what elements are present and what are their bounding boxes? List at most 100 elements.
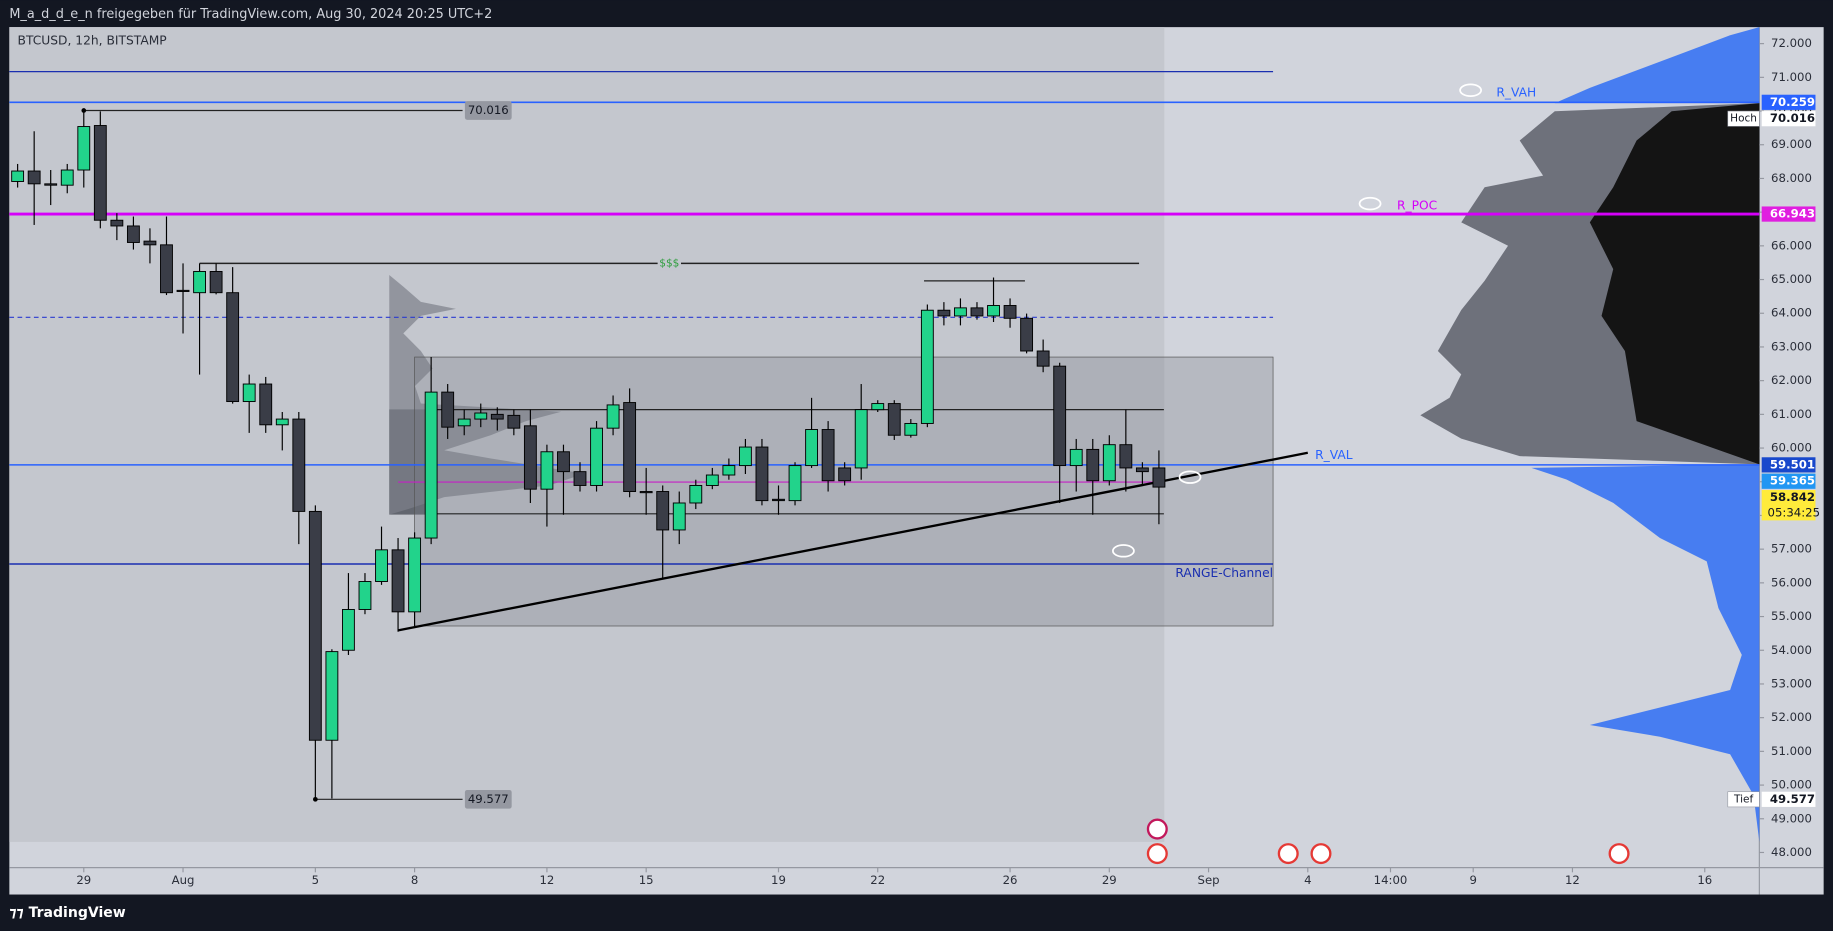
candle-body (772, 498, 785, 502)
x-tick-label: 19 (771, 873, 786, 887)
candle-body (27, 170, 41, 185)
y-tick-label: 63.000 (1771, 339, 1812, 353)
axis-tag-label: 70.259 (1770, 95, 1815, 109)
eye-icon[interactable] (1459, 83, 1483, 97)
candle-body (937, 309, 951, 317)
candle-body (1036, 350, 1050, 367)
event-icon[interactable] (1310, 843, 1332, 865)
header-title: M_a_d_d_e_n freigegeben für TradingView.… (9, 7, 492, 22)
axis-tag (1761, 490, 1816, 521)
candle-body (590, 427, 603, 486)
candle-body (408, 537, 422, 613)
candle-body (391, 549, 405, 613)
x-tick-label: 29 (1102, 873, 1117, 887)
axis-tag-name: Tief (1733, 793, 1753, 805)
y-tick-label: 50.000 (1771, 778, 1812, 792)
candle-body (573, 471, 587, 486)
brand-name: TradingView (29, 905, 126, 921)
candle-body (176, 289, 190, 292)
candle-body (606, 404, 620, 429)
candle-body (871, 403, 885, 411)
y-tick-label: 62.000 (1771, 373, 1812, 387)
x-tick-label: 8 (411, 873, 418, 887)
candle-body (755, 446, 769, 502)
candle-body (1069, 448, 1083, 467)
volume-profile (1554, 27, 1760, 104)
y-tick-label: 65.000 (1771, 272, 1812, 286)
countdown: 05:34:25 (1768, 505, 1821, 519)
level-label: R_POC (1397, 198, 1437, 212)
y-tick-label: 64.000 (1771, 306, 1812, 320)
candle-body (77, 126, 91, 171)
candle-body (209, 270, 223, 294)
x-tick-label: 5 (312, 873, 319, 887)
candle-body (275, 418, 289, 426)
y-tick-label: 53.000 (1771, 676, 1812, 690)
candle-body (1135, 467, 1149, 473)
price-label: 49.577 (468, 792, 509, 806)
candle-body (788, 465, 802, 502)
y-tick-label: 69.000 (1771, 137, 1812, 151)
axis-tag-label: 59.501 (1770, 457, 1815, 471)
x-tick-label: 16 (1697, 873, 1712, 887)
price-label: 70.016 (468, 103, 509, 117)
x-tick-label: Aug (172, 873, 195, 887)
event-icon[interactable] (1146, 818, 1168, 840)
axis-tag-name-box (1727, 791, 1760, 808)
eye-icon[interactable] (1358, 196, 1382, 211)
candle-body (920, 309, 934, 424)
y-tick-label: 54.000 (1771, 643, 1812, 657)
x-tick-label: 22 (870, 873, 885, 887)
candle-body (1086, 448, 1100, 482)
y-tick-label: 51.000 (1771, 744, 1812, 758)
axis-tag-label: 49.577 (1770, 792, 1815, 806)
candle-body (639, 491, 653, 494)
price-label-box (464, 789, 512, 809)
candle-body (887, 403, 901, 436)
y-tick-label: 52.000 (1771, 710, 1812, 724)
candle-body (507, 414, 521, 429)
candle-body (854, 409, 868, 469)
level-label: R_VAL (1315, 448, 1353, 462)
volume-profile (1531, 464, 1760, 842)
axis-tag-label: 58.842 (1770, 490, 1815, 504)
volume-profile (389, 274, 585, 515)
level-label: RANGE-Channel (1175, 566, 1273, 580)
candle-body (110, 219, 124, 227)
y-tick-label: 55.000 (1771, 609, 1812, 623)
candle-body (292, 418, 306, 512)
axis-tag (1761, 457, 1816, 473)
candle-body (242, 383, 256, 403)
y-tick-label: 72.000 (1771, 36, 1812, 50)
candle-body (1020, 317, 1034, 352)
x-tick-label: 12 (1565, 873, 1580, 887)
x-tick-label: 14:00 (1374, 873, 1408, 887)
axis-tag (1761, 791, 1816, 807)
event-icon[interactable] (1146, 843, 1168, 865)
event-icon[interactable] (1277, 843, 1299, 865)
axis-tag (1761, 206, 1816, 222)
candle-body (358, 581, 372, 610)
candle-body (126, 225, 140, 243)
x-tick-label: 12 (539, 873, 554, 887)
candle-body (805, 429, 818, 467)
eye-icon[interactable] (1112, 544, 1135, 558)
shaded-region (9, 27, 1165, 842)
candle-body (375, 549, 388, 582)
candle-body (342, 609, 355, 651)
candle-body (160, 244, 173, 294)
axis-tag-label: 70.016 (1770, 111, 1815, 125)
x-tick-label: 4 (1304, 873, 1311, 887)
y-tick-label: 61.000 (1771, 407, 1812, 421)
volume-profile (1589, 103, 1760, 465)
price-label-box (464, 101, 512, 120)
event-icon[interactable] (1608, 843, 1630, 865)
candle-body (60, 169, 74, 186)
eye-icon[interactable] (1178, 470, 1202, 484)
candle-body (1003, 305, 1017, 319)
x-tick-label: 9 (1469, 873, 1476, 887)
candle-body (44, 183, 58, 186)
candle-body (259, 383, 273, 426)
candle-body (441, 391, 455, 428)
